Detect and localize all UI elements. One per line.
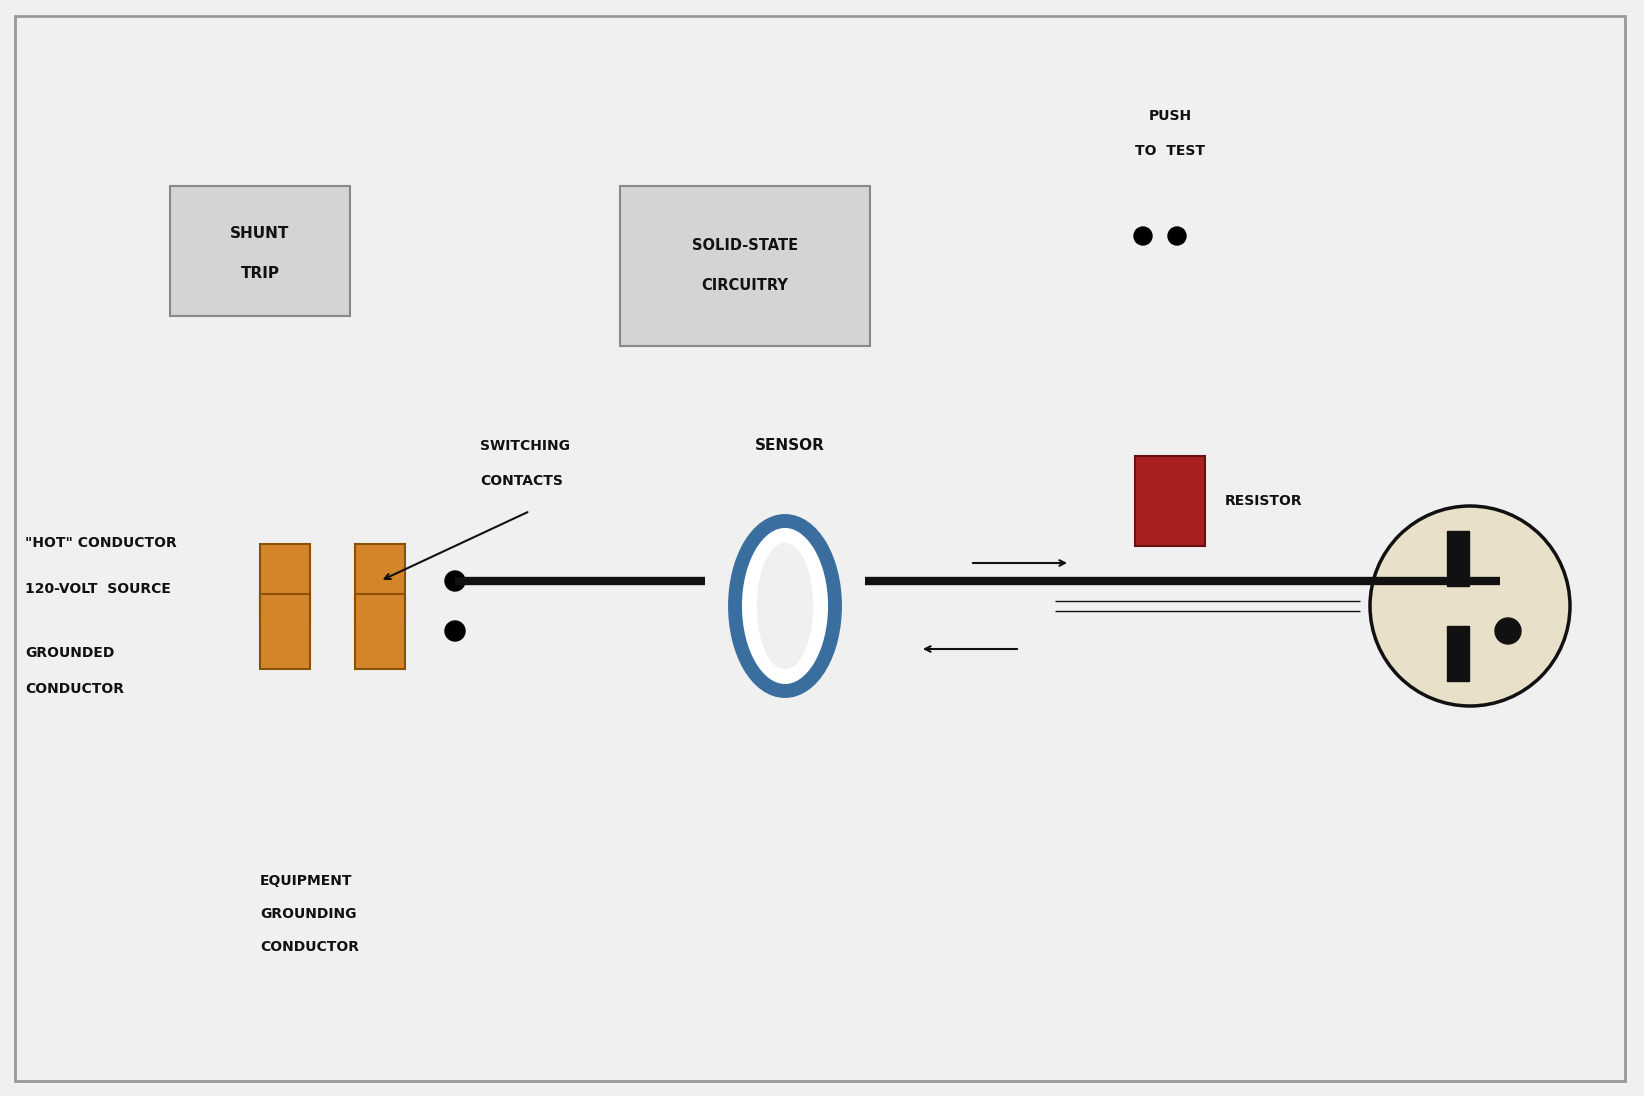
Text: RESISTOR: RESISTOR: [1225, 494, 1302, 509]
Text: SWITCHING: SWITCHING: [480, 439, 570, 453]
Bar: [260, 594, 311, 669]
Ellipse shape: [758, 544, 812, 669]
Text: TO  TEST: TO TEST: [1134, 144, 1205, 158]
Circle shape: [446, 571, 465, 591]
Bar: [169, 186, 350, 316]
Bar: [355, 594, 404, 669]
Bar: [1055, 526, 1389, 686]
Bar: [1447, 530, 1470, 586]
Bar: [1447, 626, 1470, 681]
Circle shape: [1369, 506, 1570, 706]
Text: PUSH: PUSH: [1149, 109, 1192, 123]
Bar: [1134, 456, 1205, 546]
Text: CIRCUITRY: CIRCUITRY: [702, 278, 789, 294]
Text: CONDUCTOR: CONDUCTOR: [260, 940, 358, 954]
Ellipse shape: [735, 521, 835, 690]
Text: GROUNDED: GROUNDED: [25, 646, 115, 660]
Circle shape: [446, 621, 465, 641]
Text: CONTACTS: CONTACTS: [480, 473, 562, 488]
Circle shape: [1167, 227, 1185, 246]
Text: "HOT" CONDUCTOR: "HOT" CONDUCTOR: [25, 536, 178, 550]
Bar: [260, 544, 311, 619]
Text: SOLID-STATE: SOLID-STATE: [692, 239, 797, 253]
Bar: [620, 186, 870, 346]
Text: GROUNDING: GROUNDING: [260, 907, 357, 921]
Text: CONDUCTOR: CONDUCTOR: [25, 682, 123, 696]
Text: SHUNT: SHUNT: [230, 226, 289, 240]
Text: TRIP: TRIP: [240, 265, 279, 281]
Circle shape: [1134, 227, 1152, 246]
Text: EQUIPMENT: EQUIPMENT: [260, 874, 352, 888]
Bar: [355, 544, 404, 619]
Text: 120-VOLT  SOURCE: 120-VOLT SOURCE: [25, 582, 171, 596]
Circle shape: [1494, 618, 1521, 644]
Text: SENSOR: SENSOR: [755, 438, 825, 454]
